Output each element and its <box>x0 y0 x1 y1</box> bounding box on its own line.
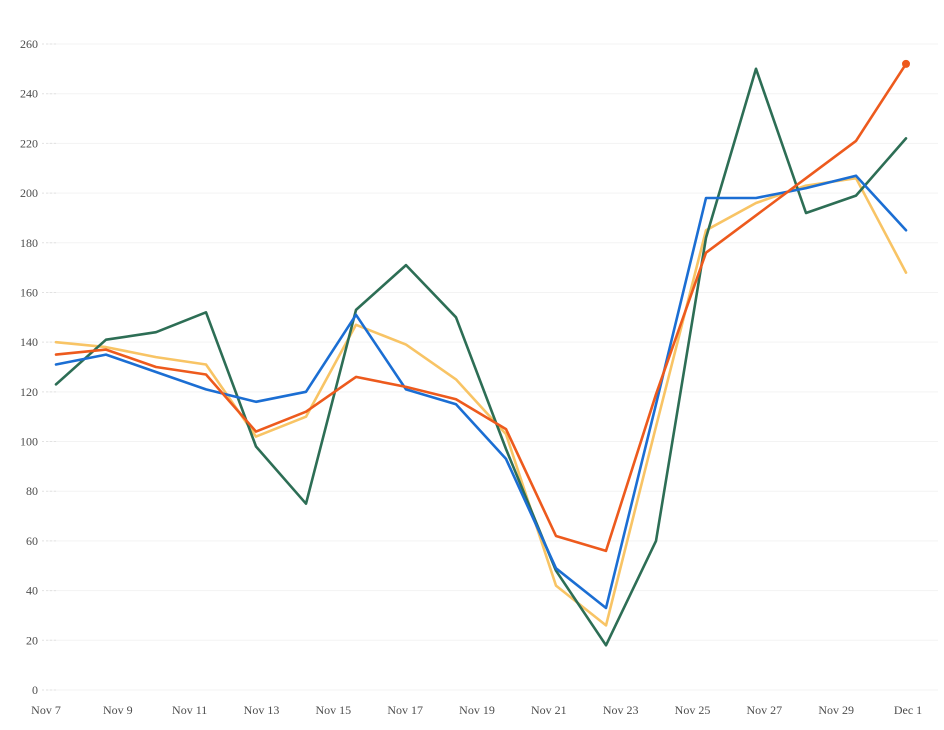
x-axis-label: Dec 1 <box>894 703 922 717</box>
y-axis-label: 60 <box>26 534 38 548</box>
x-axis-label: Nov 9 <box>103 703 133 717</box>
x-axis-label: Nov 23 <box>603 703 639 717</box>
y-axis-label: 220 <box>20 136 38 150</box>
y-axis-label: 0 <box>32 683 38 697</box>
y-axis-label: 200 <box>20 186 38 200</box>
x-axis-label: Nov 11 <box>172 703 207 717</box>
y-axis-label: 260 <box>20 37 38 51</box>
y-axis-label: 40 <box>26 584 38 598</box>
x-axis-label: Nov 27 <box>746 703 782 717</box>
x-axis-label: Nov 21 <box>531 703 567 717</box>
y-axis-label: 180 <box>20 236 38 250</box>
y-axis-label: 140 <box>20 335 38 349</box>
series-end-dot-orange[interactable] <box>902 59 910 68</box>
y-axis-label: 80 <box>26 484 38 498</box>
x-axis-label: Nov 19 <box>459 703 495 717</box>
x-axis-label: Nov 29 <box>818 703 854 717</box>
series-line-blue[interactable] <box>54 174 908 610</box>
y-axis-label: 240 <box>20 87 38 101</box>
y-axis-label: 100 <box>20 435 38 449</box>
y-axis-label: 160 <box>20 285 38 299</box>
series-line-green[interactable] <box>54 67 908 647</box>
series-line-yellow[interactable] <box>54 176 908 627</box>
x-axis-label: Nov 15 <box>315 703 351 717</box>
x-axis-label: Nov 7 <box>31 703 61 717</box>
series-line-orange[interactable] <box>54 62 908 553</box>
x-axis-label: Nov 17 <box>387 703 423 717</box>
y-axis-label: 120 <box>20 385 38 399</box>
x-axis-label: Nov 13 <box>244 703 280 717</box>
x-axis-label: Nov 25 <box>675 703 711 717</box>
y-axis-label: 20 <box>26 633 38 647</box>
